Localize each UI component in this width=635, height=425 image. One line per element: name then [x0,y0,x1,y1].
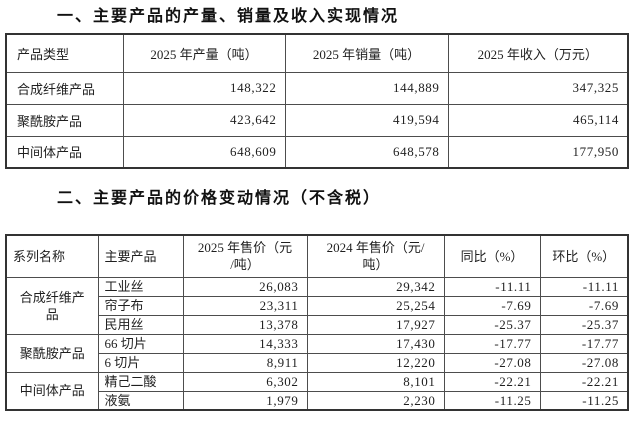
production-sales-revenue-table: 产品类型 2025 年产量（吨） 2025 年销量（吨） 2025 年收入（万元… [5,33,629,169]
col-header-sales-2025: 2025 年销量（吨） [284,33,449,73]
cell-product: 精己二酸 [97,371,184,392]
group-cell-intermediates: 中间体产品 [5,371,99,411]
cell-output: 148,322 [122,71,286,105]
cell-product: 民用丝 [97,314,184,335]
header-line: 2025 年售价（元 [197,240,293,256]
cell-qoq: -11.11 [539,276,629,297]
cell-price-2025: 26,083 [182,276,308,297]
cell-product: 6 切片 [97,352,184,373]
table-row-intermediates: 中间体产品 648,609 648,578 177,950 [5,135,629,169]
cell-product-type: 合成纤维产品 [5,71,124,105]
col-header-qoq: 环比（%） [539,234,629,278]
cell-price-2025: 6,302 [182,371,308,392]
table-row-industrial-yarn: 合成纤维产品 工业丝 26,083 29,342 -11.11 -11.11 [5,276,629,335]
cell-revenue: 347,325 [447,71,629,105]
cell-qoq: -17.77 [539,333,629,354]
cell-price-2025: 23,311 [182,295,308,316]
cell-yoy: -11.25 [443,390,541,411]
cell-price-2025: 1,979 [182,390,308,411]
cell-qoq: -7.69 [539,295,629,316]
cell-revenue: 177,950 [447,135,629,169]
cell-yoy: -22.21 [443,371,541,392]
header-line: /吨） [230,257,260,273]
header-line: 吨） [362,257,389,273]
cell-qoq: -25.37 [539,314,629,335]
cell-revenue: 465,114 [447,103,629,137]
cell-price-2024: 29,342 [306,276,445,297]
table-row-polyamide: 聚酰胺产品 423,642 419,594 465,114 [5,103,629,137]
cell-qoq: -11.25 [539,390,629,411]
cell-output: 648,609 [122,135,286,169]
cell-product: 工业丝 [97,276,184,297]
cell-product-type: 聚酰胺产品 [5,103,124,137]
cell-yoy: -7.69 [443,295,541,316]
table-row-cord-fabric: 帘子布 23,311 25,254 -7.69 -7.69 [6,295,629,316]
col-header-price-2025: 2025 年售价（元 /吨） [182,234,308,278]
cell-sales: 419,594 [284,103,449,137]
table-row-adipic-acid: 中间体产品 精己二酸 6,302 8,101 -22.21 -22.21 [5,371,629,411]
cell-product-type: 中间体产品 [5,135,124,169]
header-line: 2024 年售价（元/ [326,240,425,256]
cell-price-2024: 17,430 [306,333,445,354]
group-cell-polyamide: 聚酰胺产品 [5,333,99,373]
table-row-chip-6: 6 切片 8,911 12,220 -27.08 -27.08 [6,352,629,373]
price-change-table: 系列名称 主要产品 2025 年售价（元 /吨） 2024 年售价（元/ 吨） … [5,234,629,411]
table-row-chip-66: 聚酰胺产品 66 切片 14,333 17,430 -17.77 -17.77 [5,333,629,373]
cell-sales: 648,578 [284,135,449,169]
cell-price-2024: 25,254 [306,295,445,316]
cell-price-2024: 12,220 [306,352,445,373]
col-header-main-product: 主要产品 [97,234,184,278]
cell-qoq: -27.08 [539,352,629,373]
col-header-output-2025: 2025 年产量（吨） [122,33,286,73]
col-header-product-type: 产品类型 [5,33,124,73]
section2-title: 二、主要产品的价格变动情况（不含税） [57,190,382,207]
col-header-revenue-2025: 2025 年收入（万元） [447,33,629,73]
cell-yoy: -25.37 [443,314,541,335]
table-row-liquid-ammonia: 液氨 1,979 2,230 -11.25 -11.25 [6,390,629,411]
cell-product: 帘子布 [97,295,184,316]
col-header-yoy: 同比（%） [443,234,541,278]
cell-price-2025: 8,911 [182,352,308,373]
cell-yoy: -27.08 [443,352,541,373]
cell-price-2024: 2,230 [306,390,445,411]
col-header-price-2024: 2024 年售价（元/ 吨） [306,234,445,278]
table1-header-row: 产品类型 2025 年产量（吨） 2025 年销量（吨） 2025 年收入（万元… [5,33,629,73]
cell-yoy: -11.11 [443,276,541,297]
cell-product: 液氨 [97,390,184,411]
cell-price-2024: 17,927 [306,314,445,335]
table2-header-row: 系列名称 主要产品 2025 年售价（元 /吨） 2024 年售价（元/ 吨） … [5,234,629,278]
cell-yoy: -17.77 [443,333,541,354]
cell-sales: 144,889 [284,71,449,105]
cell-qoq: -22.21 [539,371,629,392]
table-row-civil-yarn: 民用丝 13,378 17,927 -25.37 -25.37 [6,314,629,335]
cell-price-2025: 14,333 [182,333,308,354]
col-header-series-name: 系列名称 [5,234,99,278]
cell-price-2025: 13,378 [182,314,308,335]
cell-product: 66 切片 [97,333,184,354]
group-cell-synthetic-fiber: 合成纤维产品 [5,276,99,335]
section1-title: 一、主要产品的产量、销量及收入实现情况 [57,8,400,25]
table-row-synthetic-fiber: 合成纤维产品 148,322 144,889 347,325 [5,71,629,105]
cell-price-2024: 8,101 [306,371,445,392]
cell-output: 423,642 [122,103,286,137]
